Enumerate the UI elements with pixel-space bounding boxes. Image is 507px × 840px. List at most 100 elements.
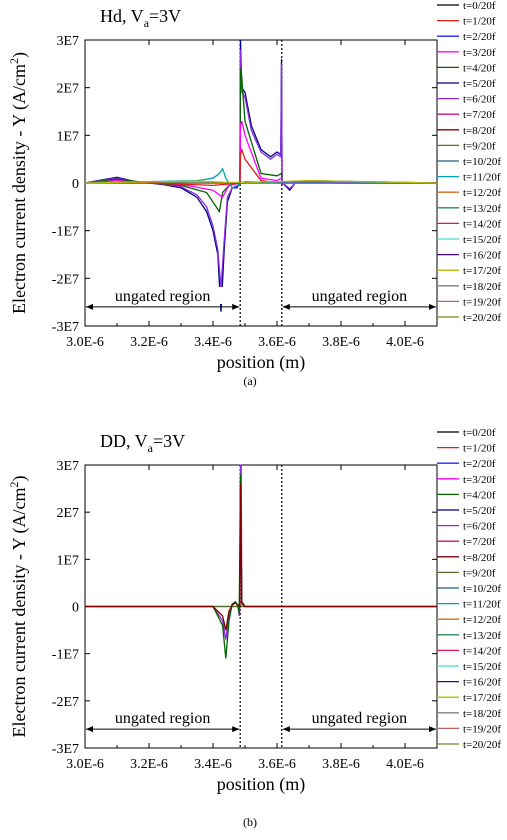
pb-legend-label: t=6/20f — [463, 521, 496, 533]
pa-arrow-head — [86, 303, 93, 310]
pa-legend-label: t=15/20f — [463, 234, 501, 246]
pa-arrow-head — [429, 303, 436, 310]
pb-series-line — [85, 483, 437, 631]
pa-legend-label: t=3/20f — [463, 47, 496, 59]
pb-arrow-head — [429, 726, 436, 733]
pb-legend-label: t=5/20f — [463, 505, 496, 517]
pb-region-label: ungated region — [115, 710, 211, 727]
pa-legend-label: t=6/20f — [463, 94, 496, 106]
pa-arrow-head — [232, 303, 240, 310]
pa-series-line — [85, 147, 437, 187]
pb-legend-label: t=14/20f — [463, 645, 501, 657]
pb-y-axis-label: Electron current density - Y (A/cm2) — [7, 475, 30, 737]
pb-x-tick-label: 3.0E-6 — [66, 757, 104, 772]
panel-a-caption: (a) — [243, 374, 257, 388]
pb-y-tick-label: -1E7 — [52, 648, 79, 663]
pa-legend-label: t=10/20f — [463, 156, 501, 168]
pa-legend-label: t=14/20f — [463, 218, 501, 230]
pb-region-label-bg — [294, 709, 425, 727]
pb-arrow-head — [282, 726, 290, 733]
pb-x-tick-label: 3.2E-6 — [130, 757, 168, 772]
pa-legend-label: t=19/20f — [463, 296, 501, 308]
pb-legend-label: t=1/20f — [463, 443, 496, 455]
pa-legend-label: t=17/20f — [463, 265, 501, 277]
pa-series-line — [84, 49, 437, 288]
pb-y-tick-label: 3E7 — [56, 459, 79, 474]
pa-legend-label: t=20/20f — [463, 312, 501, 324]
pb-legend-label: t=3/20f — [463, 474, 496, 486]
pb-x-tick-label: 3.6E-6 — [258, 757, 296, 772]
pa-region-label: ungated region — [312, 288, 408, 305]
pa-legend-label: t=5/20f — [463, 78, 496, 90]
pa-y-tick-label: 1E7 — [56, 129, 79, 144]
pb-legend-label: t=15/20f — [463, 661, 501, 673]
pb-x-tick-label: 3.4E-6 — [194, 757, 232, 772]
pb-legend-label: t=2/20f — [463, 458, 496, 470]
pb-series-line — [85, 464, 437, 640]
pa-arrow-head — [282, 303, 290, 310]
pb-y-tick-label: -2E7 — [52, 695, 79, 710]
pb-x-axis-label: position (m) — [217, 774, 306, 795]
pa-legend-label: t=1/20f — [463, 16, 496, 28]
pb-legend-label: t=8/20f — [463, 552, 496, 564]
pa-legend-label: t=13/20f — [463, 203, 501, 215]
pa-y-tick-label: 3E7 — [56, 34, 79, 49]
pa-y-axis-label: Electron current density - Y (A/cm2) — [7, 52, 30, 314]
pb-legend-label: t=11/20f — [463, 599, 501, 611]
pa-legend-label: t=2/20f — [463, 31, 496, 43]
pb-legend-label: t=9/20f — [463, 567, 496, 579]
pb-legend-label: t=4/20f — [463, 489, 496, 501]
pa-legend-label: t=8/20f — [463, 125, 496, 137]
pb-region-label: ungated region — [312, 710, 408, 727]
pb-legend-label: t=10/20f — [463, 583, 501, 595]
pb-legend-label: t=12/20f — [463, 614, 501, 626]
pb-y-tick-label: -3E7 — [52, 742, 79, 757]
pa-x-tick-label: 4.0E-6 — [386, 335, 424, 350]
pa-legend-label: t=12/20f — [463, 187, 501, 199]
pa-x-tick-label: 3.0E-6 — [66, 335, 104, 350]
pa-panel-title: Hd, Va=3V — [100, 6, 181, 30]
pb-y-tick-label: 1E7 — [56, 553, 79, 568]
pb-series-line — [85, 474, 437, 659]
pa-legend-label: t=18/20f — [463, 281, 501, 293]
pa-y-tick-label: 2E7 — [56, 82, 79, 97]
pa-y-tick-label: -1E7 — [52, 225, 79, 240]
pa-legend-label: t=0/20f — [463, 0, 496, 12]
pa-x-tick-label: 3.6E-6 — [258, 335, 296, 350]
pa-y-tick-label: -2E7 — [52, 272, 79, 287]
pb-legend-label: t=18/20f — [463, 708, 501, 720]
pa-series-line — [84, 120, 438, 199]
pa-region-label-bg — [97, 286, 228, 304]
pb-panel-title: DD, Va=3V — [100, 431, 185, 455]
pb-legend-label: t=7/20f — [463, 536, 496, 548]
pb-y-tick-label: 0 — [72, 601, 79, 616]
pa-legend-label: t=7/20f — [463, 109, 496, 121]
pa-legend-label: t=16/20f — [463, 250, 501, 262]
pa-series-line — [84, 39, 437, 312]
pa-y-tick-label: -3E7 — [52, 320, 79, 335]
pb-legend-label: t=17/20f — [463, 692, 501, 704]
pa-x-tick-label: 3.8E-6 — [322, 335, 360, 350]
pa-series-line — [84, 179, 438, 184]
pa-y-tick-label: 0 — [72, 177, 79, 192]
pb-legend-label: t=16/20f — [463, 677, 501, 689]
pa-legend-label: t=9/20f — [463, 140, 496, 152]
pb-y-tick-label: 2E7 — [56, 506, 79, 521]
pb-region-label-bg — [97, 709, 228, 727]
pb-legend-label: t=19/20f — [463, 723, 501, 735]
pa-region-label-bg — [294, 286, 425, 304]
pb-legend-label: t=20/20f — [463, 739, 501, 751]
pb-x-tick-label: 3.8E-6 — [322, 757, 360, 772]
pb-arrow-head — [86, 726, 93, 733]
pa-x-tick-label: 3.4E-6 — [194, 335, 232, 350]
pa-legend-label: t=4/20f — [463, 62, 496, 74]
pa-x-tick-label: 3.2E-6 — [130, 335, 168, 350]
pb-arrow-head — [232, 726, 240, 733]
pb-legend-label: t=0/20f — [463, 427, 496, 439]
pb-legend-label: t=13/20f — [463, 630, 501, 642]
pa-x-axis-label: position (m) — [217, 352, 306, 373]
pb-x-tick-label: 4.0E-6 — [386, 757, 424, 772]
panel-b-caption: (b) — [243, 815, 257, 829]
pa-series-line — [84, 68, 438, 214]
